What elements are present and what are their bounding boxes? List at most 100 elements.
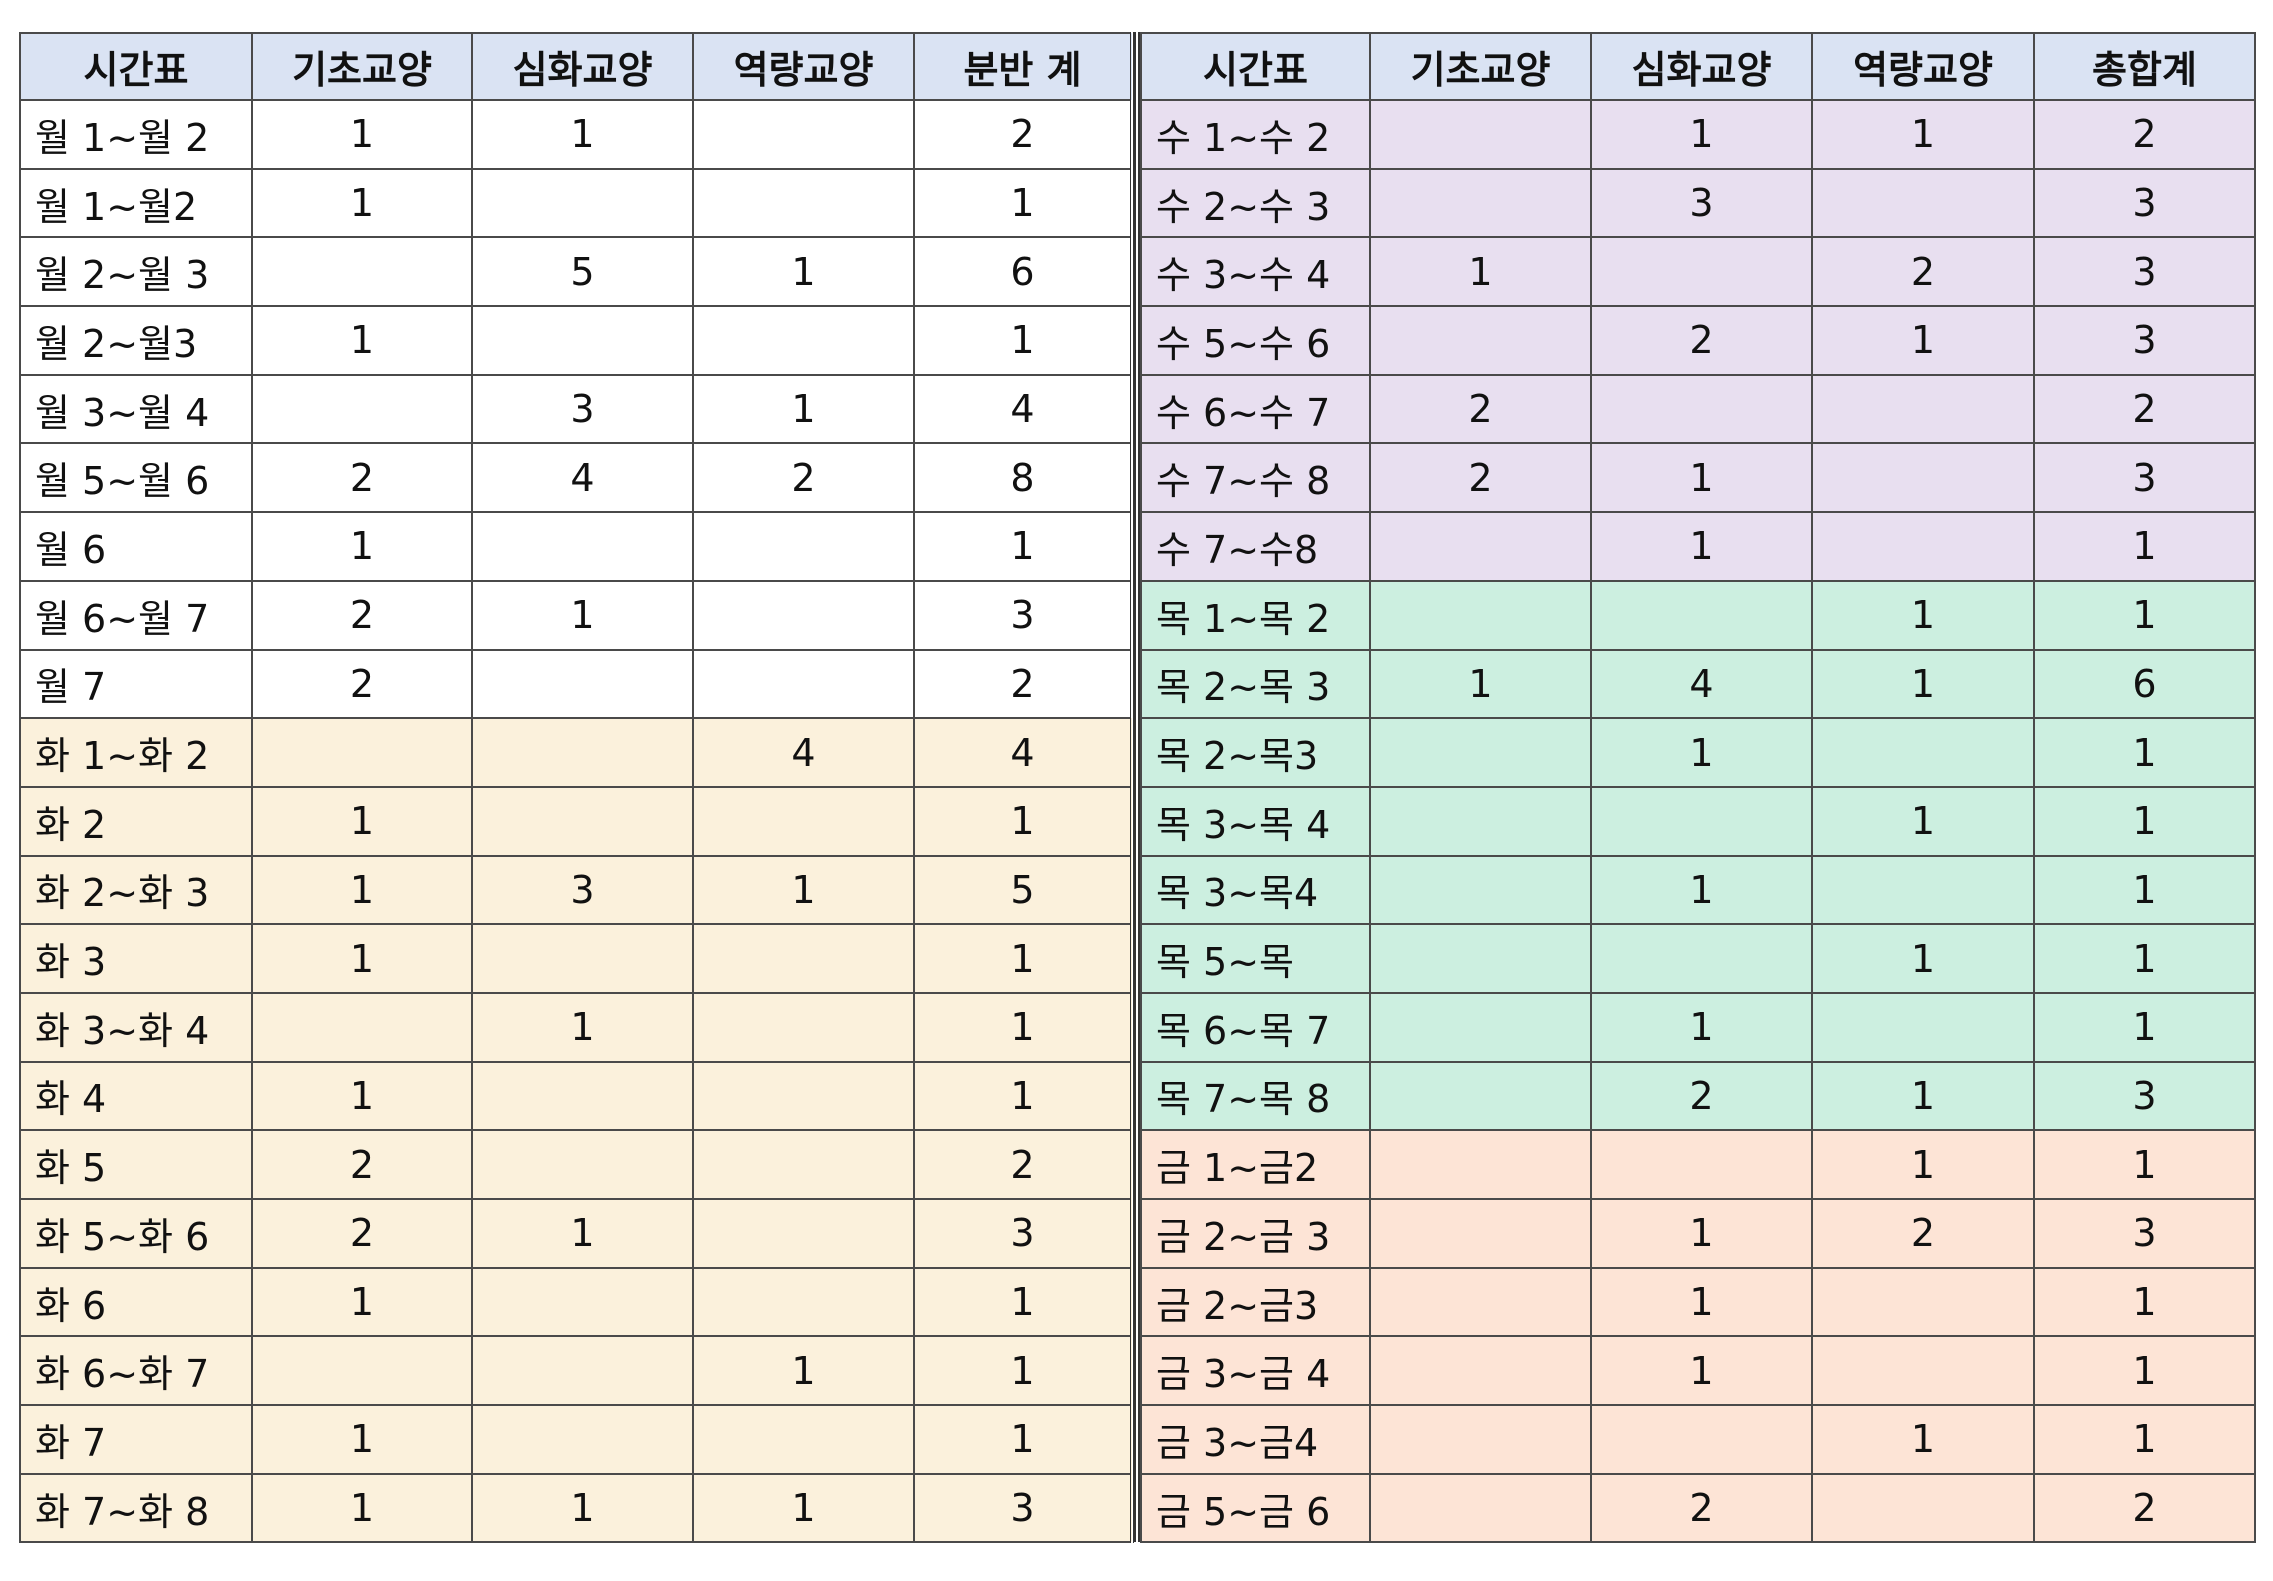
cell-competency-liberal[interactable]: 1: [692, 236, 915, 308]
cell-time-slot[interactable]: 목 3~목4: [1140, 854, 1371, 926]
cell-total[interactable]: 3: [2033, 442, 2256, 514]
cell-time-slot[interactable]: 월 6: [19, 511, 253, 582]
cell-competency-liberal[interactable]: 1: [692, 1335, 915, 1407]
cell-time-slot[interactable]: 금 2~금 3: [1140, 1198, 1371, 1269]
cell-competency-liberal[interactable]: [1811, 373, 2035, 445]
cell-time-slot[interactable]: 화 7: [19, 1404, 253, 1475]
cell-advanced-liberal[interactable]: 4: [1590, 648, 1813, 720]
cell-total[interactable]: 1: [2033, 785, 2256, 857]
cell-total[interactable]: 1: [913, 305, 1133, 376]
cell-competency-liberal[interactable]: [692, 648, 915, 720]
cell-advanced-liberal[interactable]: [471, 305, 694, 376]
cell-basic-liberal[interactable]: [251, 236, 473, 308]
cell-advanced-liberal[interactable]: 4: [471, 442, 694, 514]
cell-basic-liberal[interactable]: 2: [251, 579, 473, 651]
cell-competency-liberal[interactable]: 1: [1811, 305, 2035, 376]
cell-time-slot[interactable]: 금 3~금 4: [1140, 1335, 1371, 1407]
cell-advanced-liberal[interactable]: [1590, 236, 1813, 308]
cell-advanced-liberal[interactable]: 1: [471, 579, 694, 651]
cell-advanced-liberal[interactable]: [1590, 785, 1813, 857]
cell-time-slot[interactable]: 화 5: [19, 1129, 253, 1200]
cell-total[interactable]: 3: [2033, 1198, 2256, 1269]
cell-basic-liberal[interactable]: [251, 1335, 473, 1407]
cell-advanced-liberal[interactable]: [471, 717, 694, 788]
cell-competency-liberal[interactable]: [692, 1060, 915, 1132]
cell-competency-liberal[interactable]: 1: [692, 1472, 915, 1544]
cell-basic-liberal[interactable]: [1369, 1472, 1592, 1544]
cell-total[interactable]: 1: [2033, 854, 2256, 926]
cell-total[interactable]: 2: [913, 1129, 1133, 1200]
cell-time-slot[interactable]: 월 1~월2: [19, 167, 253, 239]
cell-time-slot[interactable]: 월 3~월 4: [19, 373, 253, 445]
cell-total[interactable]: 1: [2033, 1335, 2256, 1407]
cell-total[interactable]: 1: [2033, 1404, 2256, 1475]
cell-basic-liberal[interactable]: [1369, 1060, 1592, 1132]
cell-basic-liberal[interactable]: [1369, 1335, 1592, 1407]
cell-competency-liberal[interactable]: 1: [1811, 1404, 2035, 1475]
cell-basic-liberal[interactable]: [1369, 717, 1592, 788]
cell-competency-liberal[interactable]: [692, 923, 915, 994]
cell-competency-liberal[interactable]: [692, 785, 915, 857]
cell-competency-liberal[interactable]: [1811, 717, 2035, 788]
cell-competency-liberal[interactable]: [692, 579, 915, 651]
cell-advanced-liberal[interactable]: 5: [471, 236, 694, 308]
cell-competency-liberal[interactable]: [692, 1129, 915, 1200]
cell-competency-liberal[interactable]: 1: [1811, 1129, 2035, 1200]
cell-time-slot[interactable]: 월 2~월 3: [19, 236, 253, 308]
cell-time-slot[interactable]: 화 3: [19, 923, 253, 994]
cell-basic-liberal[interactable]: [1369, 579, 1592, 651]
cell-time-slot[interactable]: 화 4: [19, 1060, 253, 1132]
cell-time-slot[interactable]: 화 2: [19, 785, 253, 857]
cell-advanced-liberal[interactable]: [471, 1060, 694, 1132]
cell-basic-liberal[interactable]: [1369, 854, 1592, 926]
cell-basic-liberal[interactable]: 1: [251, 511, 473, 582]
cell-competency-liberal[interactable]: 1: [1811, 923, 2035, 994]
cell-basic-liberal[interactable]: [251, 991, 473, 1063]
cell-advanced-liberal[interactable]: 1: [1590, 99, 1813, 170]
cell-competency-liberal[interactable]: [692, 305, 915, 376]
cell-basic-liberal[interactable]: 2: [251, 1198, 473, 1269]
cell-competency-liberal[interactable]: 2: [692, 442, 915, 514]
cell-basic-liberal[interactable]: [1369, 1198, 1592, 1269]
cell-basic-liberal[interactable]: 2: [251, 648, 473, 720]
cell-time-slot[interactable]: 수 2~수 3: [1140, 167, 1371, 239]
cell-advanced-liberal[interactable]: 1: [471, 99, 694, 170]
cell-total[interactable]: 3: [913, 1472, 1133, 1544]
cell-total[interactable]: 1: [2033, 923, 2256, 994]
cell-total[interactable]: 1: [913, 785, 1133, 857]
cell-total[interactable]: 2: [2033, 373, 2256, 445]
cell-time-slot[interactable]: 월 6~월 7: [19, 579, 253, 651]
cell-advanced-liberal[interactable]: [1590, 923, 1813, 994]
cell-total[interactable]: 1: [913, 1404, 1133, 1475]
cell-time-slot[interactable]: 월 1~월 2: [19, 99, 253, 170]
cell-time-slot[interactable]: 수 6~수 7: [1140, 373, 1371, 445]
cell-competency-liberal[interactable]: 1: [1811, 785, 2035, 857]
cell-basic-liberal[interactable]: 1: [251, 305, 473, 376]
cell-advanced-liberal[interactable]: 3: [471, 373, 694, 445]
cell-time-slot[interactable]: 금 5~금 6: [1140, 1472, 1371, 1544]
cell-competency-liberal[interactable]: [692, 1266, 915, 1338]
cell-time-slot[interactable]: 수 7~수8: [1140, 511, 1371, 582]
cell-competency-liberal[interactable]: 2: [1811, 236, 2035, 308]
cell-total[interactable]: 1: [2033, 511, 2256, 582]
cell-basic-liberal[interactable]: 1: [251, 1060, 473, 1132]
cell-basic-liberal[interactable]: 2: [251, 442, 473, 514]
cell-total[interactable]: 1: [913, 1266, 1133, 1338]
cell-total[interactable]: 3: [2033, 236, 2256, 308]
cell-basic-liberal[interactable]: 1: [251, 1404, 473, 1475]
cell-advanced-liberal[interactable]: 3: [471, 854, 694, 926]
cell-advanced-liberal[interactable]: [1590, 579, 1813, 651]
cell-advanced-liberal[interactable]: [471, 1404, 694, 1475]
cell-time-slot[interactable]: 수 3~수 4: [1140, 236, 1371, 308]
cell-competency-liberal[interactable]: [1811, 854, 2035, 926]
cell-total[interactable]: 5: [913, 854, 1133, 926]
cell-basic-liberal[interactable]: 1: [251, 785, 473, 857]
cell-advanced-liberal[interactable]: [471, 167, 694, 239]
cell-basic-liberal[interactable]: 2: [1369, 373, 1592, 445]
cell-competency-liberal[interactable]: 1: [1811, 648, 2035, 720]
cell-competency-liberal[interactable]: 1: [692, 373, 915, 445]
cell-time-slot[interactable]: 화 2~화 3: [19, 854, 253, 926]
cell-competency-liberal[interactable]: [692, 991, 915, 1063]
cell-total[interactable]: 1: [2033, 991, 2256, 1063]
cell-time-slot[interactable]: 금 1~금2: [1140, 1129, 1371, 1200]
